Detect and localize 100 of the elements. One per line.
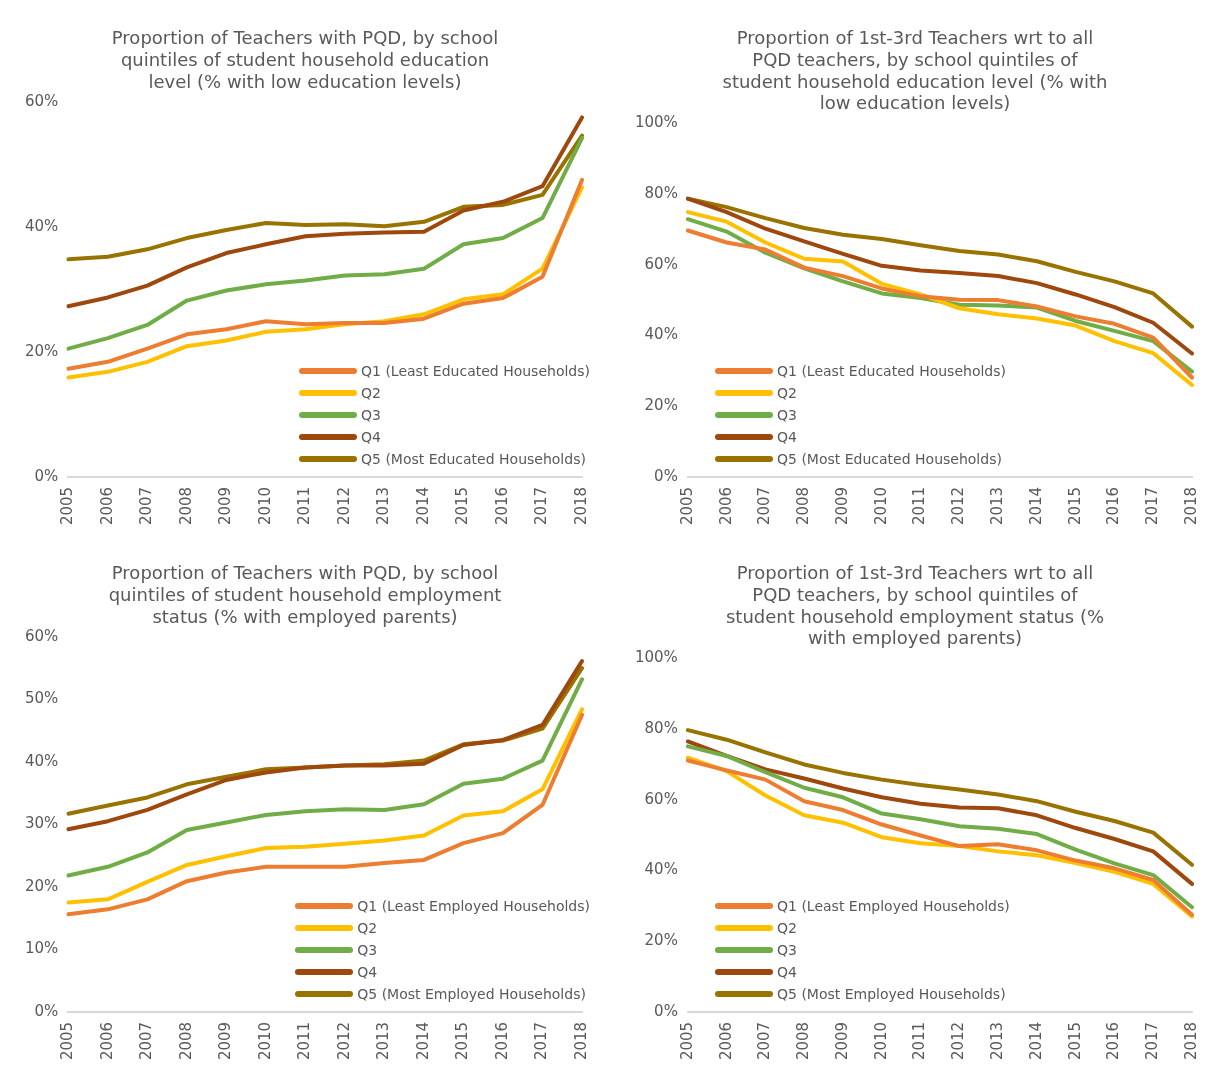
x-tick-label: 2013 xyxy=(988,1021,1006,1061)
y-tick-label: 60% xyxy=(25,91,59,110)
x-tick-label: 2008 xyxy=(794,486,813,526)
legend-label: Q2 xyxy=(361,384,381,403)
y-tick-label: 40% xyxy=(25,751,59,770)
legend-label: Q5 (Most Employed Households) xyxy=(357,985,586,1004)
legend-label: Q5 (Most Educated Households) xyxy=(777,450,1002,469)
y-tick-label: 30% xyxy=(25,814,59,833)
x-tick-label: 2007 xyxy=(137,486,156,526)
x-tick-label: 2010 xyxy=(871,1021,890,1061)
legend-label: Q1 (Least Employed Households) xyxy=(357,897,590,916)
x-tick-label: 2007 xyxy=(137,1021,156,1061)
x-tick-label: 2016 xyxy=(1104,486,1123,526)
x-tick-label: 2013 xyxy=(374,486,393,526)
x-tick-label: 2011 xyxy=(910,486,929,526)
legend-label: Q3 xyxy=(777,941,797,960)
x-tick-label: 2007 xyxy=(755,1021,774,1061)
x-tick-label: 2018 xyxy=(1181,486,1200,526)
y-tick-label: 20% xyxy=(644,396,678,415)
x-tick-label: 2016 xyxy=(1104,1021,1123,1061)
legend-label: Q4 xyxy=(777,963,797,982)
x-tick-label: 2007 xyxy=(755,486,774,526)
x-tick-label: 2006 xyxy=(716,486,735,526)
legend-label: Q4 xyxy=(357,963,378,982)
y-tick-label: 20% xyxy=(25,876,59,895)
x-tick-label: 2008 xyxy=(176,1021,195,1061)
x-tick-label: 2011 xyxy=(295,486,314,526)
y-tick-label: 0% xyxy=(34,466,59,485)
x-tick-label: 2017 xyxy=(1143,1021,1162,1061)
y-tick-label: 100% xyxy=(634,113,678,132)
y-tick-label: 60% xyxy=(644,789,678,808)
x-tick-label: 2017 xyxy=(532,1021,551,1061)
y-tick-label: 40% xyxy=(644,325,678,344)
x-tick-label: 2012 xyxy=(334,1021,353,1061)
x-tick-label: 2010 xyxy=(255,486,274,526)
x-tick-label: 2015 xyxy=(1065,486,1084,526)
y-tick-label: 80% xyxy=(644,183,678,202)
x-tick-label: 2012 xyxy=(334,486,353,526)
legend-label: Q3 xyxy=(357,941,378,960)
x-tick-label: 2014 xyxy=(1026,1021,1045,1061)
x-tick-label: 2006 xyxy=(97,486,116,526)
legend-label: Q4 xyxy=(777,428,797,447)
x-tick-label: 2013 xyxy=(988,486,1006,526)
x-tick-label: 2005 xyxy=(58,1021,77,1061)
legend-label: Q3 xyxy=(361,406,381,425)
chart-title: Proportion of 1st-3rd Teachers wrt to all PQD teachers, by school quintiles of student household education level (% with low education levels) xyxy=(722,27,1108,114)
x-tick-label: 2010 xyxy=(871,486,890,526)
x-tick-label: 2009 xyxy=(216,486,235,526)
x-tick-label: 2012 xyxy=(949,486,968,526)
x-tick-label: 2011 xyxy=(295,1021,314,1061)
x-tick-label: 2017 xyxy=(532,486,551,526)
x-tick-label: 2015 xyxy=(453,486,472,526)
x-tick-label: 2005 xyxy=(58,486,77,526)
x-tick-label: 2012 xyxy=(949,1021,968,1061)
y-tick-label: 0% xyxy=(654,1001,678,1020)
x-tick-label: 2016 xyxy=(492,486,511,526)
legend-label: Q1 (Least Educated Households) xyxy=(777,362,1006,381)
y-tick-label: 80% xyxy=(644,718,678,737)
x-tick-label: 2014 xyxy=(413,1021,432,1061)
y-tick-label: 60% xyxy=(644,254,678,273)
y-tick-label: 0% xyxy=(34,1001,59,1020)
y-tick-label: 20% xyxy=(644,931,678,950)
x-tick-label: 2014 xyxy=(413,486,432,526)
legend-label: Q3 xyxy=(777,406,797,425)
y-tick-label: 40% xyxy=(644,860,678,879)
x-tick-label: 2016 xyxy=(492,1021,511,1061)
x-tick-label: 2005 xyxy=(677,1021,696,1061)
legend-label: Q1 (Least Educated Households) xyxy=(361,362,590,381)
x-tick-label: 2011 xyxy=(910,1021,929,1061)
legend-label: Q2 xyxy=(777,384,797,403)
x-tick-label: 2009 xyxy=(832,1021,851,1061)
x-tick-label: 2006 xyxy=(97,1021,116,1061)
legend-label: Q2 xyxy=(777,919,797,938)
chart-title: Proportion of 1st-3rd Teachers wrt to all PQD teachers, by school quintiles of student household employment status (% with employed parents) xyxy=(725,562,1105,649)
y-tick-label: 100% xyxy=(634,648,678,667)
x-tick-label: 2006 xyxy=(716,1021,735,1061)
x-tick-label: 2015 xyxy=(453,1021,472,1061)
y-tick-label: 50% xyxy=(25,689,59,708)
x-tick-label: 2018 xyxy=(571,1021,590,1061)
y-tick-label: 10% xyxy=(25,939,59,958)
legend-label: Q2 xyxy=(357,919,378,938)
x-tick-label: 2018 xyxy=(1181,1021,1200,1061)
x-tick-label: 2009 xyxy=(216,1021,235,1061)
x-tick-label: 2009 xyxy=(832,486,851,526)
y-tick-label: 20% xyxy=(25,341,59,360)
x-tick-label: 2008 xyxy=(176,486,195,526)
legend-label: Q4 xyxy=(361,428,381,447)
legend-label: Q1 (Least Employed Households) xyxy=(777,897,1010,916)
legend-label: Q5 (Most Educated Households) xyxy=(361,450,586,469)
x-tick-label: 2015 xyxy=(1065,1021,1084,1061)
legend-label: Q5 (Most Employed Households) xyxy=(777,985,1006,1004)
x-tick-label: 2018 xyxy=(571,486,590,526)
y-tick-label: 0% xyxy=(654,466,678,485)
x-tick-label: 2017 xyxy=(1143,486,1162,526)
chart-title: Proportion of Teachers with PQD, by school quintiles of student household education level (% with low education levels) xyxy=(111,27,499,92)
x-tick-label: 2005 xyxy=(677,486,696,526)
x-tick-label: 2010 xyxy=(255,1021,274,1061)
x-tick-label: 2008 xyxy=(794,1021,813,1061)
x-tick-label: 2013 xyxy=(374,1021,393,1061)
y-tick-label: 40% xyxy=(25,216,59,235)
